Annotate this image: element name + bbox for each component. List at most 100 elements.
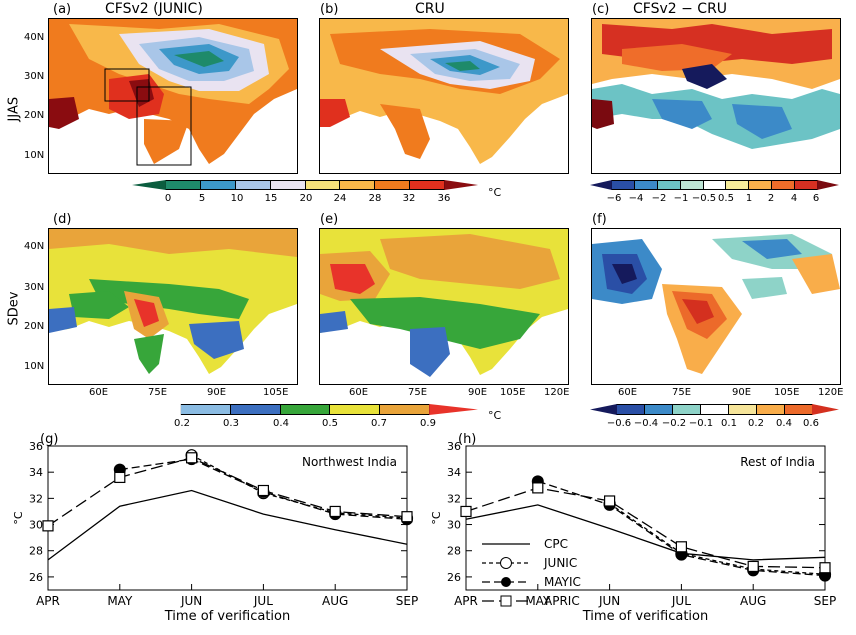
lon-tick-120e: 120E [818, 387, 844, 398]
colorbar-mean-unit: °C [488, 186, 502, 199]
colorbar-diff-label: −4 [628, 193, 644, 204]
colorbar-sddiff-bin [644, 404, 673, 415]
chart-h-point-apric [819, 562, 831, 574]
lat-tick-30n: 30N [24, 71, 45, 82]
chart-h-ytick-label: 32 [447, 492, 461, 505]
map-a-field [49, 19, 297, 173]
colorbar-diff-label: 0.5 [718, 193, 734, 204]
chart-h-legend-label: CPC [544, 537, 568, 551]
lon-tick-60e: 60E [89, 387, 109, 398]
panel-label-c: (c) [592, 2, 610, 17]
chart-g-xlabel: Time of verification [164, 609, 290, 624]
lon-tick-60e: 60E [349, 387, 369, 398]
lat-tick-10n: 10N [24, 361, 45, 372]
map-d-field [49, 229, 297, 384]
colorbar-diff-label: 4 [790, 193, 798, 204]
colorbar-diff-bin [748, 180, 773, 190]
colorbar-diff-label: 2 [767, 193, 775, 204]
colorbar-diff-bin [679, 180, 704, 190]
colorbar-mean-bin [164, 180, 201, 190]
chart-h-xlabel: Time of verification [582, 609, 708, 624]
chart-g-xtick-label: JUL [253, 594, 273, 608]
lon-tick-90e: 90E [207, 387, 227, 398]
chart-h-legend-marker [500, 557, 512, 569]
lat-tick-20n: 20N [24, 110, 45, 121]
colorbar-sddiff-label: −0.6 [606, 418, 632, 429]
colorbar-diff [590, 180, 839, 190]
chart-g-xtick-label: MAY [107, 594, 133, 608]
colorbar-sddiff-label: 0.4 [776, 418, 792, 429]
chart-h-legend-label: MAYIC [544, 575, 581, 589]
colorbar-mean-bin [339, 180, 376, 190]
map-panel-f [591, 228, 841, 385]
colorbar-diff-bin [656, 180, 681, 190]
chart-g-line-junic [191, 454, 408, 519]
panel-label-e: (e) [320, 212, 339, 227]
chart-g-ytick-label: 36 [29, 440, 43, 453]
colorbar-mean-bin [444, 180, 479, 190]
chart-g-line-cpc [47, 489, 408, 561]
colorbar-diff-bin [633, 180, 658, 190]
panel-label-f: (f) [592, 212, 607, 227]
chart-h-xtick-label: SEP [814, 594, 836, 608]
colorbar-mean-label: 20 [299, 193, 313, 204]
colorbar-sd-bin [179, 404, 231, 415]
map-f-field [592, 229, 840, 384]
colorbar-mean-bin [269, 180, 306, 190]
colorbar-diff-bin [771, 180, 796, 190]
colorbar-sddiff-bin [700, 404, 729, 415]
colorbar-sddiff-label: 0.2 [748, 418, 764, 429]
colorbar-sd-label: 0.5 [322, 418, 338, 429]
map-panel-e [319, 228, 569, 385]
colorbar-mean-label: 28 [368, 193, 382, 204]
chart-g-xtick-label: SEP [396, 594, 418, 608]
chart-h-legend-marker [501, 577, 511, 587]
chart-h-xtick-label: APR [454, 594, 478, 608]
chart-h-ylabel: °C [430, 511, 443, 525]
chart-g-point-apric [186, 452, 198, 464]
lon-tick-90e: 90E [468, 387, 488, 398]
chart-h-annotation: Rest of India [740, 455, 815, 469]
colorbar-sd-label: 0.2 [174, 418, 190, 429]
lat-tick-40n: 40N [24, 241, 45, 252]
colorbar-sddiff-bin [616, 404, 645, 415]
panel-label-a: (a) [53, 2, 72, 17]
map-c-field [592, 19, 840, 173]
colorbar-sddiff-bin [672, 404, 701, 415]
lat-tick-20n: 20N [24, 321, 45, 332]
lon-tick-75e: 75E [148, 387, 168, 398]
colorbar-mean-bin [234, 180, 271, 190]
map-panel-a [48, 18, 298, 174]
colorbar-diff-bin [610, 180, 635, 190]
colorbar-sd-bin [379, 404, 431, 415]
colorbar-diff-label: −0.5 [691, 193, 717, 204]
lon-tick-120e: 120E [544, 387, 570, 398]
colorbar-sd-label: 0.9 [420, 418, 436, 429]
colorbar-mean-bin [409, 180, 446, 190]
chart-g-point-apric [114, 471, 126, 484]
map-panel-b [319, 18, 569, 174]
colorbar-diff-bin [817, 180, 839, 190]
colorbar-sddiff-bin [812, 404, 839, 415]
lon-tick-105e: 105E [500, 387, 526, 398]
map-b-field [320, 19, 568, 173]
chart-g-ytick-label: 28 [29, 545, 43, 558]
colorbar-diff-label: −2 [651, 193, 667, 204]
colorbar-sddiff [590, 404, 839, 415]
chart-g-point-apric [401, 511, 413, 523]
colorbar-diff-label: −1 [673, 193, 689, 204]
colorbar-sddiff-bin [590, 404, 617, 415]
lat-tick-10n: 10N [24, 150, 45, 161]
colorbar-sd-bin [132, 404, 181, 415]
chart-g-xtick-label: JUN [180, 594, 202, 608]
panel-label-b: (b) [320, 2, 339, 17]
colorbar-sddiff-label: −0.1 [688, 418, 714, 429]
colorbar-diff-bin [590, 180, 612, 190]
map-e-field [320, 229, 568, 384]
panel-title-b: CRU [415, 1, 445, 17]
chart-g-ytick-label: 26 [29, 571, 43, 584]
line-charts: (g) 26 28 30 32 34 36 °C APR MAY JUN JUL AUG SEP Time … [12, 432, 836, 624]
colorbar-sddiff-bin [784, 404, 813, 415]
chart-h-frame [465, 445, 826, 591]
lon-tick-75e: 75E [672, 387, 692, 398]
